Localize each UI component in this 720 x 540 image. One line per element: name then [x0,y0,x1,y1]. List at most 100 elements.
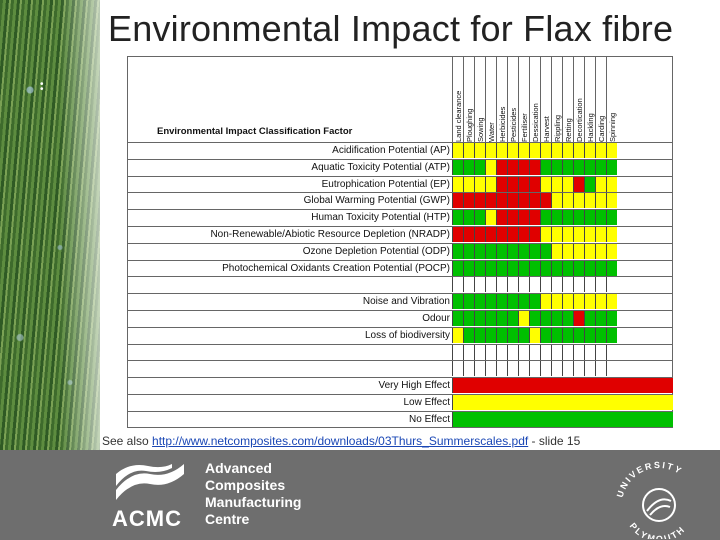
table-row [127,276,673,293]
impact-cell [573,311,584,326]
impact-cell [463,260,474,276]
impact-cell [463,159,474,175]
impact-cell [540,277,551,293]
impact-cell [529,210,540,226]
impact-cell [551,260,562,276]
impact-cell [540,159,551,175]
impact-cell [452,159,463,175]
slides-link[interactable]: http://www.netcomposites.com/downloads/0… [152,434,529,448]
impact-cell [463,327,474,343]
impact-cell [584,159,595,175]
impact-cell [540,260,551,276]
row-label: Loss of biodiversity [364,329,450,341]
impact-cell [551,311,562,326]
impact-cell [540,361,551,377]
impact-cell [518,193,529,209]
impact-cell [540,327,551,343]
impact-cell [606,210,617,226]
impact-cell [573,227,584,242]
impact-cell [452,344,463,360]
table-row: Loss of biodiversity [127,326,673,343]
impact-cell [463,143,474,158]
impact-cell [573,143,584,158]
impact-cell [485,227,496,242]
row-label: Non-Renewable/Abiotic Resource Depletion… [210,229,450,240]
impact-cell [573,193,584,209]
column-header: Carding [595,56,607,144]
university-crest-icon: UNIVERSITY PLYMOUTH [615,460,688,539]
impact-cell [595,210,606,226]
impact-cell [529,243,540,259]
legend-label: No Effect [409,413,450,425]
impact-cell [573,243,584,259]
impact-cell [507,277,518,293]
table-row [127,360,673,377]
impact-cell [595,243,606,259]
table-row: Noise and Vibration [127,293,673,310]
impact-cell [485,277,496,293]
table-row: Photochemical Oxidants Creation Potentia… [127,259,673,276]
impact-cell [562,193,573,209]
column-header: Harvest [540,56,552,144]
impact-cell [529,277,540,293]
impact-cell [496,277,507,293]
impact-cell [518,243,529,259]
impact-cell [452,227,463,242]
impact-cell [595,143,606,158]
impact-cell [573,361,584,377]
impact-cell [573,159,584,175]
table-row: Human Toxicity Potential (HTP) [127,209,673,226]
centre-line: Advanced [205,460,272,476]
impact-cell [485,294,496,310]
impact-cell [496,210,507,226]
legend-row: Low Effect [127,394,673,410]
impact-cell [463,361,474,377]
impact-cell [551,344,562,360]
impact-cell [452,193,463,209]
impact-cell [584,176,595,192]
impact-cell [584,143,595,158]
impact-cell [573,294,584,310]
impact-cell [606,227,617,242]
impact-cell [529,260,540,276]
impact-cell [507,311,518,326]
impact-cell [507,243,518,259]
legend-row: No Effect [127,410,673,427]
row-label: Aquatic Toxicity Potential (ATP) [311,161,450,173]
impact-cell [463,344,474,360]
impact-cell [529,344,540,360]
factor-header: Environmental Impact Classification Fact… [157,126,353,137]
impact-cell [595,361,606,377]
impact-cell [496,311,507,326]
row-label: Odour [422,313,450,324]
impact-cell [584,210,595,226]
acmc-logo-text: ACMC [112,506,182,531]
svg-text:PLYMOUTH: PLYMOUTH [628,521,688,539]
impact-cell [584,193,595,209]
impact-cell [573,327,584,343]
impact-cell [562,159,573,175]
impact-cell [529,143,540,158]
impact-cell [606,143,617,158]
impact-cell [551,210,562,226]
impact-cell [485,243,496,259]
table-frame [127,56,673,428]
impact-cell [606,294,617,310]
impact-cell [463,243,474,259]
impact-cell [507,176,518,192]
impact-cell [518,210,529,226]
impact-cell [507,294,518,310]
column-header: Herbicides [496,56,508,144]
impact-cell [606,327,617,343]
impact-cell [474,327,485,343]
impact-cell [606,193,617,209]
impact-cell [529,193,540,209]
impact-cell [540,227,551,242]
row-label: Photochemical Oxidants Creation Potentia… [222,262,450,274]
impact-cell [463,176,474,192]
impact-cell [474,243,485,259]
table-row: Eutrophication Potential (EP) [127,175,673,192]
acmc-logo-icon [116,464,184,500]
impact-cell [562,294,573,310]
row-label: Acidification Potential (AP) [332,145,450,156]
